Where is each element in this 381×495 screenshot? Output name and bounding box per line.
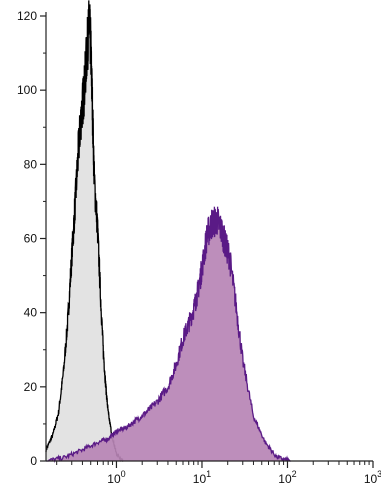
y-tick-label: 20 <box>24 380 38 394</box>
x-tick-label: 102 <box>278 469 296 486</box>
series-1-outline <box>45 0 124 463</box>
y-tick-label: 80 <box>24 157 38 171</box>
y-tick-label: 120 <box>17 9 37 23</box>
series-2-outline <box>46 206 291 464</box>
axes-layer <box>45 12 373 462</box>
y-tick-label: 100 <box>17 83 37 97</box>
x-tick-label: 100 <box>107 469 125 486</box>
series-layer <box>45 0 291 464</box>
x-tick-label: 103 <box>364 469 381 486</box>
ticks-layer: 0 20 40 60 80 100 120 100 101 102 103 <box>17 9 381 486</box>
series-1-area <box>46 0 124 462</box>
y-tick-label: 40 <box>24 306 38 320</box>
y-tick-label: 60 <box>24 232 38 246</box>
y-tick-label: 0 <box>30 454 37 468</box>
x-tick-label: 101 <box>193 469 211 486</box>
